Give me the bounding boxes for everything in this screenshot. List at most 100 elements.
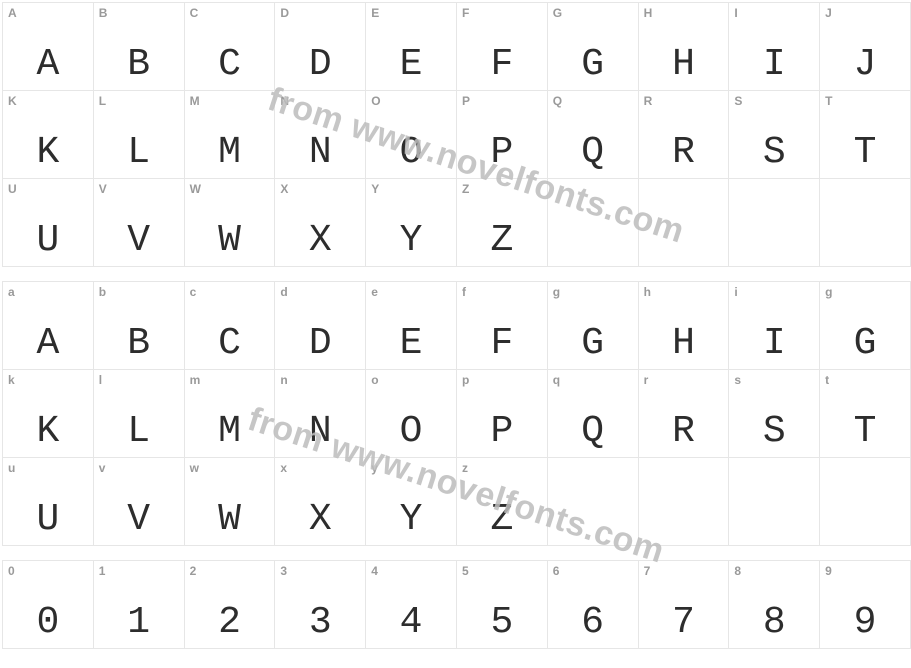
- cell-label: t: [825, 373, 829, 387]
- cell-label: O: [371, 94, 380, 108]
- cell-glyph: K: [3, 134, 93, 172]
- cell-label: f: [462, 285, 466, 299]
- char-cell: GG: [547, 3, 638, 91]
- cell-label: S: [734, 94, 742, 108]
- char-cell: AA: [3, 3, 94, 91]
- cell-glyph: R: [639, 134, 729, 172]
- cell-glyph: Y: [366, 501, 456, 539]
- cell-label: 5: [462, 564, 469, 578]
- character-map-table: AABBCCDDEEFFGGHHIIJJKKLLMMNNOOPPQQRRSSTT…: [2, 2, 911, 649]
- cell-label: h: [644, 285, 651, 299]
- cell-label: e: [371, 285, 378, 299]
- empty-cell: [638, 179, 729, 267]
- cell-glyph: W: [185, 222, 275, 260]
- cell-label: P: [462, 94, 470, 108]
- char-cell: WW: [184, 179, 275, 267]
- row-spacer: [3, 267, 911, 282]
- char-cell: 55: [456, 561, 547, 649]
- char-cell: 99: [820, 561, 911, 649]
- cell-glyph: S: [729, 134, 819, 172]
- cell-label: R: [644, 94, 653, 108]
- cell-glyph: U: [3, 222, 93, 260]
- cell-label: p: [462, 373, 469, 387]
- char-cell: XX: [275, 179, 366, 267]
- char-cell: eE: [366, 282, 457, 370]
- cell-label: G: [553, 6, 562, 20]
- char-cell: gG: [547, 282, 638, 370]
- cell-glyph: 6: [548, 604, 638, 642]
- cell-glyph: R: [639, 413, 729, 451]
- cell-glyph: C: [185, 46, 275, 84]
- char-cell: YY: [366, 179, 457, 267]
- cell-label: u: [8, 461, 15, 475]
- cell-label: L: [99, 94, 106, 108]
- cell-label: a: [8, 285, 15, 299]
- char-cell: qQ: [547, 370, 638, 458]
- cell-label: 6: [553, 564, 560, 578]
- empty-cell: [547, 458, 638, 546]
- cell-label: T: [825, 94, 832, 108]
- cell-glyph: F: [457, 325, 547, 363]
- cell-glyph: Y: [366, 222, 456, 260]
- cell-label: K: [8, 94, 17, 108]
- cell-glyph: B: [94, 46, 184, 84]
- cell-glyph: V: [94, 222, 184, 260]
- cell-label: s: [734, 373, 741, 387]
- cell-label: 1: [99, 564, 106, 578]
- cell-glyph: S: [729, 413, 819, 451]
- cell-glyph: N: [275, 413, 365, 451]
- empty-cell: [729, 458, 820, 546]
- cell-label: B: [99, 6, 108, 20]
- char-cell: TT: [820, 91, 911, 179]
- char-cell: lL: [93, 370, 184, 458]
- cell-glyph: 0: [3, 604, 93, 642]
- cell-glyph: X: [275, 222, 365, 260]
- cell-label: g: [825, 285, 832, 299]
- char-cell: MM: [184, 91, 275, 179]
- cell-glyph: A: [3, 46, 93, 84]
- char-cell: PP: [456, 91, 547, 179]
- char-cell: OO: [366, 91, 457, 179]
- char-cell: vV: [93, 458, 184, 546]
- cell-label: z: [462, 461, 468, 475]
- cell-glyph: I: [729, 46, 819, 84]
- char-cell: mM: [184, 370, 275, 458]
- char-cell: tT: [820, 370, 911, 458]
- cell-label: d: [280, 285, 287, 299]
- char-cell: bB: [93, 282, 184, 370]
- cell-label: 4: [371, 564, 378, 578]
- character-map: AABBCCDDEEFFGGHHIIJJKKLLMMNNOOPPQQRRSSTT…: [2, 2, 911, 649]
- cell-label: n: [280, 373, 287, 387]
- char-cell: II: [729, 3, 820, 91]
- cell-glyph: 3: [275, 604, 365, 642]
- cell-glyph: 4: [366, 604, 456, 642]
- char-cell: DD: [275, 3, 366, 91]
- cell-label: m: [190, 373, 201, 387]
- cell-glyph: N: [275, 134, 365, 172]
- cell-glyph: O: [366, 134, 456, 172]
- cell-label: A: [8, 6, 17, 20]
- cell-label: b: [99, 285, 106, 299]
- cell-label: 8: [734, 564, 741, 578]
- char-cell: SS: [729, 91, 820, 179]
- cell-label: C: [190, 6, 199, 20]
- cell-glyph: H: [639, 325, 729, 363]
- char-cell: 00: [3, 561, 94, 649]
- char-cell: fF: [456, 282, 547, 370]
- cell-glyph: Z: [457, 222, 547, 260]
- char-cell: 33: [275, 561, 366, 649]
- char-cell: VV: [93, 179, 184, 267]
- char-cell: HH: [638, 3, 729, 91]
- cell-label: N: [280, 94, 289, 108]
- cell-glyph: 8: [729, 604, 819, 642]
- cell-glyph: F: [457, 46, 547, 84]
- cell-glyph: L: [94, 134, 184, 172]
- cell-glyph: 1: [94, 604, 184, 642]
- cell-glyph: 2: [185, 604, 275, 642]
- char-cell: 22: [184, 561, 275, 649]
- cell-label: H: [644, 6, 653, 20]
- cell-glyph: V: [94, 501, 184, 539]
- cell-label: w: [190, 461, 199, 475]
- cell-glyph: D: [275, 46, 365, 84]
- char-cell: NN: [275, 91, 366, 179]
